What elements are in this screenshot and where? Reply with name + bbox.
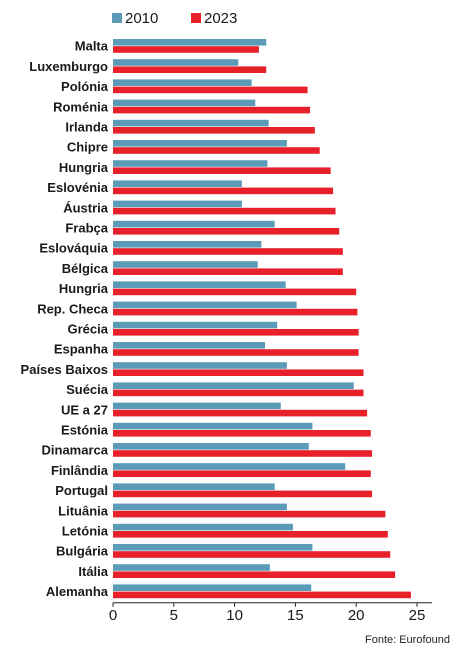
bar-2023-17 [113, 389, 364, 397]
bar-2023-0 [113, 46, 259, 53]
category-label-8: Áustria [63, 200, 109, 215]
category-label-23: Lituânia [58, 503, 109, 518]
bar-2010-25 [113, 544, 313, 551]
category-label-12: Hungria [59, 281, 109, 296]
x-tick-label-5: 25 [409, 607, 426, 624]
bar-2023-25 [113, 551, 391, 558]
bar-2010-22 [113, 483, 275, 490]
bar-2023-22 [113, 490, 373, 498]
bar-2010-23 [113, 503, 287, 511]
category-label-16: Países Baixos [21, 362, 108, 377]
bar-2010-21 [113, 463, 346, 470]
category-label-17: Suécia [66, 382, 109, 397]
bar-2010-20 [113, 443, 309, 450]
category-label-24: Letónia [62, 524, 109, 539]
source-note: Fonte: Eurofound [364, 634, 450, 646]
bar-2010-3 [113, 99, 256, 107]
bar-2010-14 [113, 321, 278, 329]
category-label-10: Eslováquia [39, 241, 108, 256]
bar-2023-11 [113, 268, 343, 275]
category-label-5: Chipre [67, 140, 108, 155]
category-label-3: Roménia [53, 99, 109, 114]
bar-2023-16 [113, 369, 364, 376]
bar-2010-15 [113, 342, 265, 349]
bar-2010-0 [113, 39, 267, 46]
bar-2023-1 [113, 66, 267, 73]
bar-2010-6 [113, 160, 268, 167]
bar-2010-4 [113, 119, 269, 127]
category-label-22: Portugal [55, 483, 108, 498]
bar-2023-9 [113, 228, 340, 235]
category-label-26: Itália [78, 564, 108, 579]
bar-2023-13 [113, 308, 358, 316]
legend-label-2023: 2023 [204, 10, 237, 27]
bar-2010-8 [113, 200, 242, 208]
x-tick-label-2: 10 [226, 607, 243, 624]
bar-2010-26 [113, 564, 270, 571]
bar-2023-24 [113, 531, 388, 538]
bar-2023-15 [113, 349, 359, 356]
legend-swatch-2010 [112, 13, 122, 23]
x-tick-label-1: 5 [170, 607, 178, 624]
bar-2010-24 [113, 523, 293, 531]
bar-chart: 2010 2023MaltaLuxemburgoPolóniaRoméniaIrl… [21, 10, 432, 624]
bar-2010-17 [113, 382, 354, 389]
bar-2010-10 [113, 241, 262, 248]
bar-2010-5 [113, 140, 287, 147]
bar-2023-18 [113, 409, 368, 417]
bar-2010-11 [113, 261, 258, 268]
legend-label-2010: 2010 [125, 10, 158, 27]
category-label-20: Dinamarca [42, 443, 109, 458]
category-label-14: Grécia [68, 322, 109, 337]
bar-2010-12 [113, 281, 286, 288]
bar-2023-12 [113, 288, 357, 296]
bar-2010-7 [113, 180, 242, 187]
category-label-7: Eslovénia [47, 180, 108, 195]
bar-2023-27 [113, 591, 411, 599]
category-label-6: Hungria [59, 160, 109, 175]
bar-2010-1 [113, 59, 239, 66]
bar-2023-26 [113, 571, 396, 578]
bar-2010-19 [113, 422, 313, 430]
category-label-13: Rep. Checa [37, 301, 109, 316]
bar-2023-4 [113, 127, 315, 134]
category-label-15: Espanha [54, 342, 109, 357]
category-label-25: Bulgária [56, 544, 109, 559]
x-tick-label-3: 15 [287, 607, 304, 624]
bar-2023-8 [113, 207, 336, 215]
category-label-18: UE a 27 [61, 402, 108, 417]
bar-2023-5 [113, 147, 320, 154]
bar-2023-21 [113, 470, 371, 477]
bar-2023-6 [113, 167, 331, 174]
bar-2010-16 [113, 362, 287, 369]
legend-swatch-2023 [191, 13, 201, 23]
bar-2010-27 [113, 584, 312, 591]
bar-2023-2 [113, 86, 308, 94]
bar-2023-3 [113, 106, 310, 114]
category-label-21: Finlândia [51, 463, 109, 478]
category-label-11: Bélgica [62, 261, 109, 276]
bar-2010-9 [113, 220, 275, 228]
category-label-1: Luxemburgo [29, 59, 108, 74]
category-label-4: Irlanda [65, 120, 108, 135]
x-tick-label-0: 0 [109, 607, 117, 624]
category-label-0: Malta [75, 39, 109, 54]
x-tick-label-4: 20 [348, 607, 365, 624]
bar-2010-13 [113, 301, 297, 309]
bar-2023-7 [113, 187, 334, 195]
bar-2023-20 [113, 450, 373, 457]
bar-2023-19 [113, 430, 371, 437]
bar-2023-10 [113, 248, 343, 255]
category-label-19: Estónia [61, 423, 109, 438]
category-label-9: Frabça [65, 221, 108, 236]
category-label-2: Polónia [61, 79, 109, 94]
bar-2023-14 [113, 329, 359, 336]
category-label-27: Alemanha [46, 584, 109, 599]
bar-2010-2 [113, 79, 252, 86]
bar-2010-18 [113, 402, 281, 410]
bar-2023-23 [113, 510, 386, 518]
